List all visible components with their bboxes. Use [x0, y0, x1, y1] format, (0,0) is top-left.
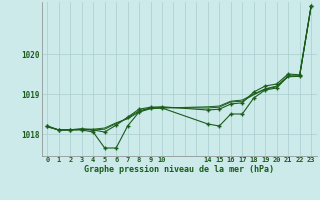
- X-axis label: Graphe pression niveau de la mer (hPa): Graphe pression niveau de la mer (hPa): [84, 165, 274, 174]
